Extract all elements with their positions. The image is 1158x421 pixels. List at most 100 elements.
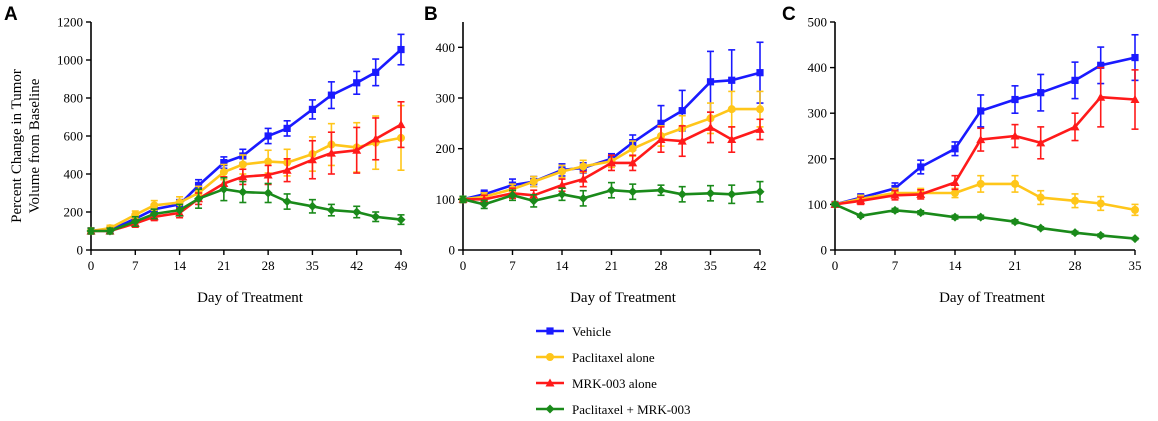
series-line-mrk-003-alone-c [834, 95, 1136, 206]
data-point-vehicle-c [1071, 76, 1079, 84]
y-tick-label-c: 0 [821, 243, 828, 258]
data-point-mrk-003-alone-c [950, 178, 960, 187]
data-point-paclitaxel-alone-b [579, 162, 588, 171]
data-point-paclitaxel-mrk-003-c [890, 205, 900, 215]
x-tick-label-a: 28 [262, 258, 275, 273]
data-point-paclitaxel-mrk-003-c [950, 212, 960, 222]
y-axis-title-a-line1: Percent Change in Tumor [9, 69, 25, 223]
data-point-paclitaxel-alone-a [219, 168, 228, 177]
x-tick-label-a: 42 [350, 258, 363, 273]
data-point-paclitaxel-mrk-003-c [856, 211, 866, 221]
legend-marker-paclitaxel-mrk-003 [545, 404, 555, 414]
data-point-vehicle-c [1011, 95, 1019, 104]
y-tick-label-a: 600 [64, 129, 84, 144]
data-point-paclitaxel-alone-c [951, 189, 959, 197]
series-paclitaxel-alone-c [831, 174, 1139, 217]
panel-b: B Day of Treatment 0 100 200 300 400 0 7 14 21 28… [424, 4, 767, 306]
series-line-vehicle-a [90, 48, 402, 233]
y-tick-label-b: 400 [436, 40, 456, 55]
series-vehicle-c [831, 33, 1139, 208]
y-tick-label-b: 100 [436, 192, 456, 207]
x-tick-label-c: 28 [1069, 258, 1082, 273]
data-point-mrk-003-alone-b [677, 136, 687, 145]
data-point-vehicle-c [1131, 53, 1139, 62]
data-point-paclitaxel-mrk-003-a [175, 205, 185, 215]
data-point-mrk-003-alone-c [1070, 122, 1080, 131]
legend-item-paclitaxel-mrk-003: Paclitaxel + MRK-003 [536, 402, 691, 417]
legend-marker-paclitaxel-alone [546, 353, 554, 361]
data-point-vehicle-c [1037, 89, 1045, 97]
data-point-mrk-003-alone-b [557, 180, 567, 189]
data-point-mrk-003-alone-b [607, 158, 616, 167]
data-point-mrk-003-alone-a [371, 134, 381, 143]
series-line-paclitaxel-mrk-003-c [834, 203, 1136, 240]
data-point-vehicle-b [678, 107, 686, 115]
data-point-mrk-003-alone-a [263, 170, 273, 179]
legend-label-paclitaxel-alone: Paclitaxel alone [572, 350, 655, 365]
x-tick-label-b: 28 [655, 258, 668, 273]
x-tick-label-a: 7 [132, 258, 139, 273]
data-point-vehicle-b [756, 69, 764, 77]
data-point-paclitaxel-mrk-003-c [1096, 230, 1106, 240]
y-tick-label-c: 200 [808, 151, 828, 166]
data-point-mrk-003-alone-b [628, 158, 638, 167]
data-point-mrk-003-alone-b [578, 174, 588, 183]
y-tick-label-a: 0 [77, 243, 84, 258]
data-point-vehicle-a [220, 159, 228, 167]
data-point-vehicle-c [917, 163, 925, 171]
data-point-mrk-003-alone-c [856, 196, 866, 205]
data-point-paclitaxel-mrk-003-b [578, 193, 588, 203]
data-point-vehicle-c [977, 107, 985, 115]
data-point-paclitaxel-mrk-003-c [1036, 223, 1046, 233]
x-tick-label-b: 7 [509, 258, 516, 273]
data-point-mrk-003-alone-a [238, 172, 248, 181]
data-point-paclitaxel-alone-b [727, 105, 736, 114]
data-point-mrk-003-alone-b [706, 122, 715, 131]
data-point-paclitaxel-alone-c [1071, 196, 1079, 205]
data-point-vehicle-c [1097, 61, 1105, 69]
data-point-vehicle-a [327, 91, 336, 99]
data-point-paclitaxel-alone-c [976, 179, 985, 188]
y-tick-label-b: 200 [436, 141, 456, 156]
data-point-paclitaxel-alone-c [1131, 205, 1139, 214]
series-line-vehicle-c [834, 56, 1136, 206]
data-point-mrk-003-alone-c [890, 190, 900, 199]
data-point-paclitaxel-mrk-003-a [149, 209, 159, 219]
data-point-mrk-003-alone-b [755, 124, 765, 133]
data-point-vehicle-b [728, 76, 736, 84]
data-point-paclitaxel-mrk-003-a [396, 215, 406, 225]
y-tick-label-a: 800 [64, 91, 84, 106]
y-tick-label-a: 1000 [57, 53, 83, 68]
data-point-paclitaxel-mrk-003-a [352, 207, 362, 217]
data-point-mrk-003-alone-a [282, 165, 292, 174]
x-axis-title-a: Day of Treatment [197, 290, 304, 306]
data-point-vehicle-a [283, 124, 291, 132]
data-point-mrk-003-alone-a [352, 145, 362, 154]
data-point-paclitaxel-alone-c [1011, 179, 1019, 188]
data-point-paclitaxel-mrk-003-c [1070, 228, 1080, 238]
data-point-mrk-003-alone-c [1130, 95, 1140, 104]
y-axis-title-a-line2: Volume from Baseline [27, 78, 43, 213]
data-point-paclitaxel-alone-b [628, 144, 637, 153]
x-axis-title-b: Day of Treatment [570, 290, 677, 306]
data-point-vehicle-c [951, 145, 959, 153]
y-tick-label-b: 0 [449, 243, 456, 258]
data-point-paclitaxel-alone-b [756, 105, 764, 114]
x-axis-title-c: Day of Treatment [939, 290, 1046, 306]
data-point-mrk-003-alone-a [396, 120, 406, 129]
legend-label-vehicle: Vehicle [572, 324, 611, 339]
series-vehicle-b [459, 41, 764, 204]
legend-item-vehicle: Vehicle [536, 324, 611, 339]
series-line-vehicle-b [462, 71, 761, 201]
series-paclitaxel-mrk-003-a [86, 177, 406, 236]
data-point-paclitaxel-alone-b [529, 177, 538, 186]
legend: Vehicle Paclitaxel alone MRK-003 alone P… [536, 324, 691, 417]
panel-letter-c: C [782, 4, 796, 25]
data-point-vehicle-a [264, 132, 272, 140]
data-point-vehicle-a [397, 45, 405, 54]
panel-c: C Day of Treatment 0 100 200 300 400 500 0 7 14 2… [782, 4, 1142, 306]
data-point-mrk-003-alone-a [307, 155, 317, 164]
y-tick-label-c: 300 [808, 106, 828, 121]
y-tick-label-a: 400 [64, 167, 84, 182]
data-point-paclitaxel-mrk-003-b [727, 189, 737, 199]
